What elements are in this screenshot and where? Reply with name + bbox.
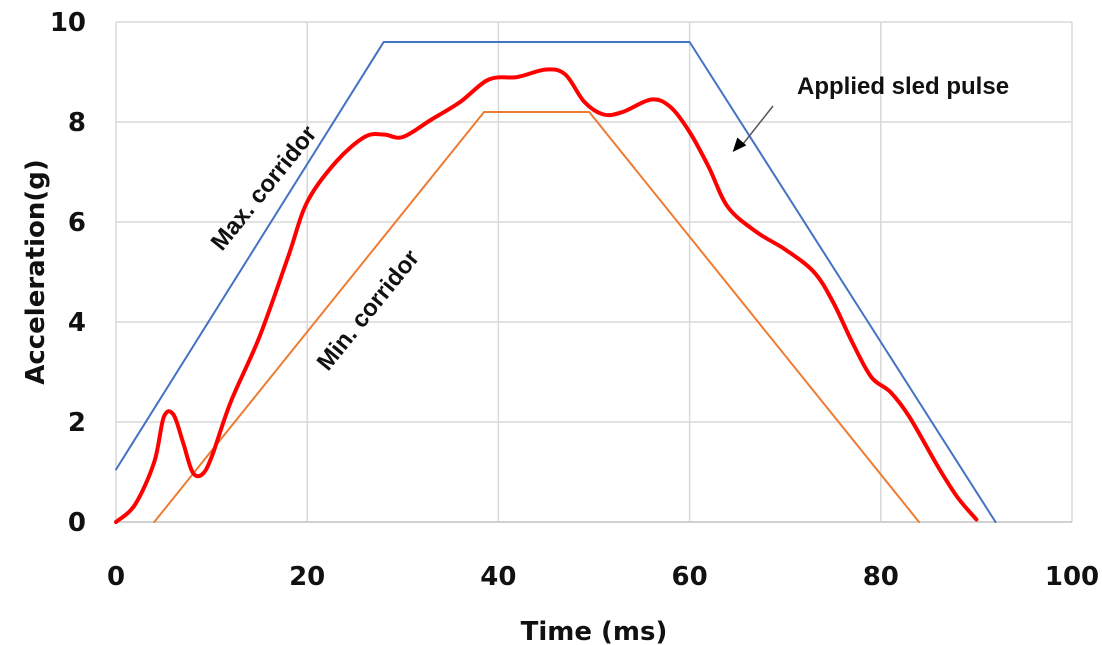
x-axis-label: Time (ms) [521,617,668,645]
arrow-shaft [740,105,774,148]
min-corridor-label: Min. corridor [312,245,425,376]
tick-labels: 0 20 40 60 80 100 0 2 4 6 8 10 [50,8,1099,592]
arrow-head [732,137,747,152]
applied-sled-pulse-line [114,67,979,524]
y-axis-label: Acceleration(g) [21,159,51,385]
max-corridor-line [115,41,997,523]
x-tick-label: 60 [672,562,708,592]
x-tick-label: 100 [1045,562,1099,592]
y-tick-label: 10 [50,8,86,38]
y-tick-label: 6 [68,208,86,238]
series-group [114,41,997,524]
x-tick-label: 20 [289,562,325,592]
y-tick-label: 4 [68,308,86,338]
min-corridor-line [153,111,921,523]
x-tick-label: 0 [107,562,125,592]
x-tick-label: 80 [863,562,899,592]
max-corridor-label: Max. corridor [206,121,323,256]
applied-sled-pulse-label: Applied sled pulse [797,73,1009,100]
y-tick-label: 2 [68,408,86,438]
x-tick-label: 40 [480,562,516,592]
y-tick-label: 0 [68,508,86,538]
annotation-arrow [732,105,774,152]
gridlines [115,21,1073,523]
y-tick-label: 8 [68,108,86,138]
